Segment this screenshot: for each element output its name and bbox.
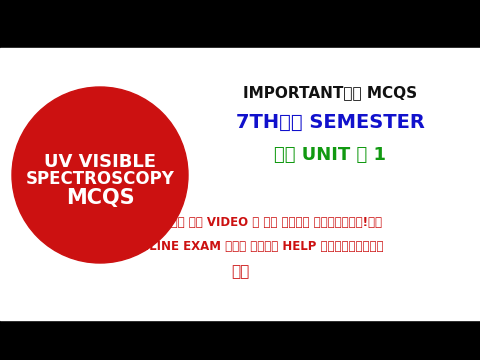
Text: IMPORTANT🤔✅ MCQS: IMPORTANT🤔✅ MCQS — [243, 85, 417, 100]
Bar — [0, 320, 480, 360]
Text: MCQS: MCQS — [66, 188, 134, 208]
Bar — [0, 48, 480, 320]
Text: 🤟👍: 🤟👍 — [231, 265, 249, 279]
Text: SPECTROSCOPY: SPECTROSCOPY — [25, 170, 174, 188]
Text: 7th SEM वालो इस VIDEO 📷 को जरूर 🤔🤔देखें!✅👍: 7th SEM वालो इस VIDEO 📷 को जरूर 🤔🤔देखें!… — [98, 216, 382, 229]
Text: 👍🤟 UNIT 🆗 1: 👍🤟 UNIT 🆗 1 — [274, 146, 386, 164]
Bar — [0, 0, 480, 48]
Text: 7TH🤔🤟 SEMESTER: 7TH🤔🤟 SEMESTER — [236, 112, 424, 131]
Circle shape — [12, 87, 188, 263]
Text: UV VISIBLE: UV VISIBLE — [44, 153, 156, 171]
Text: आपके ONLINE EXAM में बहोत HELP ✅✅👍करेगा🤟: आपके ONLINE EXAM में बहोत HELP ✅✅👍करेगा🤟 — [97, 240, 383, 253]
